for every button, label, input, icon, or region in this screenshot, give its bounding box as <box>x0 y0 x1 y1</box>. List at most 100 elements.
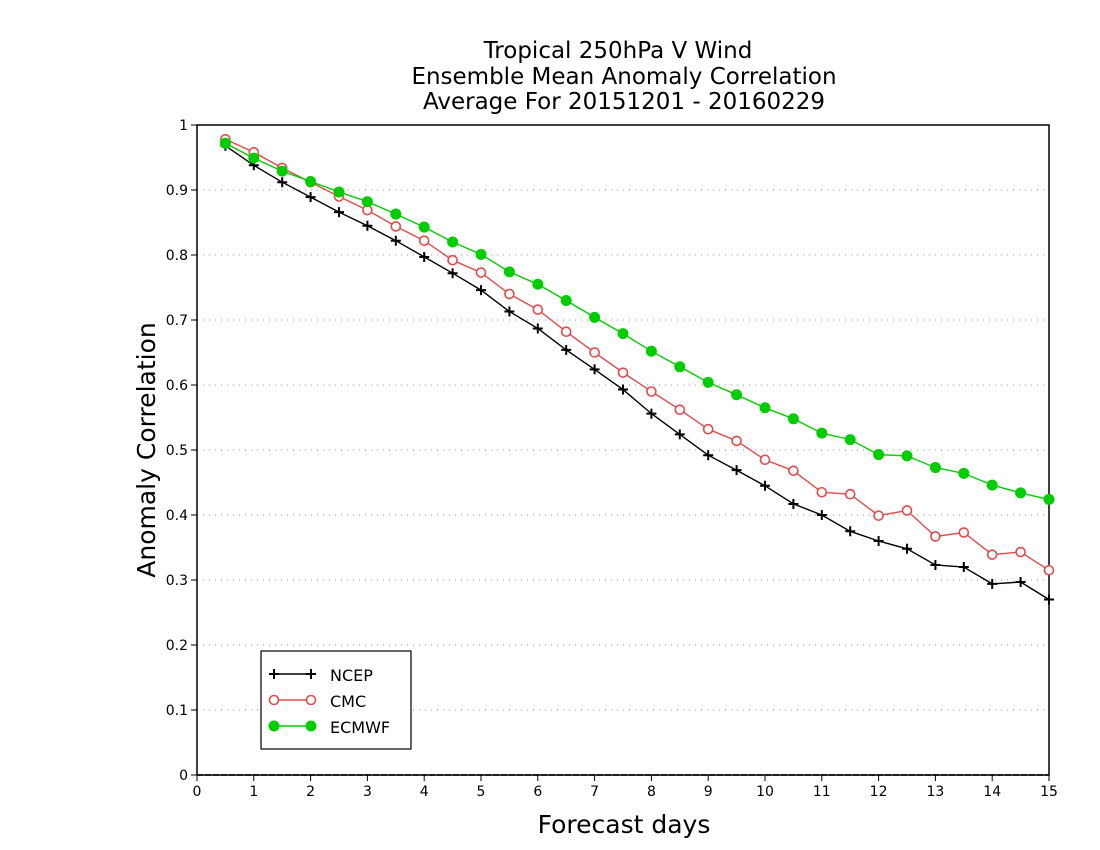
data-point-cmc <box>674 404 686 416</box>
data-point-ncep <box>618 384 628 395</box>
data-point-ncep <box>845 526 856 537</box>
data-point-ecmwf <box>844 434 856 446</box>
data-point-ecmwf <box>674 361 686 373</box>
data-point-cmc <box>617 367 629 378</box>
data-point-ecmwf <box>1015 487 1027 499</box>
x-tick-label: 1 <box>249 784 258 800</box>
y-tick-label: 0.3 <box>166 573 188 589</box>
y-tick-label: 0.5 <box>166 443 188 459</box>
legend-marker-cmc <box>268 694 280 706</box>
y-axis-ticks: 0 0.1 0.2 0.3 0.4 0.5 0.6 0.7 0.8 0.9 1 <box>166 118 197 784</box>
data-point-cmc <box>702 423 714 435</box>
data-point-cmc <box>844 488 856 500</box>
chart-title: Tropical 250hPa V Wind Ensemble Mean Ano… <box>411 38 836 115</box>
x-tick-label: 6 <box>533 784 542 800</box>
data-point-ecmwf <box>589 311 601 323</box>
y-tick-label: 0.4 <box>166 508 188 524</box>
data-point-cmc <box>901 505 913 516</box>
data-point-ncep <box>504 306 515 317</box>
data-point-cmc <box>788 465 799 477</box>
legend-marker-ecmwf <box>268 720 280 732</box>
series-ncep <box>220 140 1054 605</box>
data-point-ncep <box>390 235 401 246</box>
data-point-ncep <box>703 450 714 461</box>
data-point-ecmwf <box>986 479 998 491</box>
data-point-cmc <box>816 486 828 498</box>
series-line-ecmwf <box>225 142 1050 501</box>
data-point-ecmwf <box>958 467 970 479</box>
data-point-cmc <box>589 347 600 358</box>
data-point-cmc <box>646 386 657 397</box>
data-point-cmc <box>475 267 487 278</box>
x-tick-label: 12 <box>870 784 888 800</box>
data-point-ncep <box>1044 594 1054 605</box>
series-line-ncep <box>225 145 1050 601</box>
title-line-1: Tropical 250hPa V Wind <box>483 38 753 64</box>
data-point-ecmwf <box>418 221 430 233</box>
data-point-cmc <box>1043 564 1055 576</box>
data-point-ncep <box>788 498 799 509</box>
series-cmc <box>220 134 1055 576</box>
data-point-ecmwf <box>645 345 657 357</box>
data-point-ncep <box>873 536 884 546</box>
series-ecmwf <box>219 137 1055 505</box>
data-point-cmc <box>731 435 742 447</box>
data-point-ecmwf <box>901 450 913 462</box>
data-point-ncep <box>930 560 941 571</box>
data-point-cmc <box>560 326 572 338</box>
data-point-cmc <box>418 235 430 246</box>
y-tick-label: 0.6 <box>166 378 188 394</box>
x-tick-label: 8 <box>647 784 656 800</box>
data-point-ecmwf <box>816 427 828 439</box>
series-line-cmc <box>225 138 1050 571</box>
y-tick-label: 0.8 <box>166 248 188 264</box>
data-point-ncep <box>305 192 316 203</box>
data-point-cmc <box>930 531 941 542</box>
data-point-ncep <box>362 220 373 231</box>
y-tick-label: 0.7 <box>166 313 188 329</box>
x-tick-label: 13 <box>926 784 944 800</box>
legend-marker-ecmwf <box>305 720 317 732</box>
data-point-ecmwf <box>447 236 459 248</box>
data-point-ncep <box>589 364 600 375</box>
data-point-ncep <box>760 480 770 491</box>
x-axis-ticks: 0 1 2 3 4 5 6 7 8 9 10 11 12 13 14 15 <box>193 775 1058 800</box>
data-point-ecmwf <box>787 413 799 425</box>
data-point-cmc <box>759 454 771 466</box>
x-tick-label: 2 <box>306 784 315 800</box>
data-point-ecmwf <box>1043 493 1055 505</box>
x-tick-label: 5 <box>477 784 486 800</box>
y-tick-label: 0 <box>179 768 188 784</box>
x-tick-label: 9 <box>704 784 713 800</box>
data-point-cmc <box>986 549 998 560</box>
data-point-cmc <box>958 527 970 538</box>
y-axis-label: Anomaly Correlation <box>132 322 161 577</box>
x-tick-label: 15 <box>1040 784 1058 800</box>
legend-label-ncep: NCEP <box>330 666 373 685</box>
legend-marker-ncep <box>306 669 316 679</box>
data-point-ncep <box>902 543 912 554</box>
data-point-ncep <box>532 323 543 334</box>
data-point-ecmwf <box>475 248 487 260</box>
x-tick-label: 14 <box>983 784 1001 800</box>
data-point-ecmwf <box>532 278 544 290</box>
data-point-ecmwf <box>759 402 771 414</box>
y-tick-label: 1 <box>179 118 188 134</box>
data-point-ncep <box>646 408 657 419</box>
data-point-ecmwf <box>560 295 572 306</box>
x-tick-label: 11 <box>813 784 831 800</box>
y-tick-label: 0.1 <box>166 703 188 719</box>
y-tick-label: 0.2 <box>166 638 188 654</box>
x-tick-label: 3 <box>363 784 372 800</box>
legend-marker-cmc <box>305 694 317 706</box>
data-point-ncep <box>277 177 288 188</box>
data-point-ecmwf <box>702 376 714 388</box>
data-point-ecmwf <box>219 137 231 149</box>
data-point-cmc <box>447 254 458 266</box>
data-point-ecmwf <box>617 328 629 340</box>
data-point-ncep <box>476 285 486 296</box>
data-point-ncep <box>731 465 742 476</box>
data-point-ncep <box>674 429 685 440</box>
data-point-ncep <box>334 207 344 218</box>
